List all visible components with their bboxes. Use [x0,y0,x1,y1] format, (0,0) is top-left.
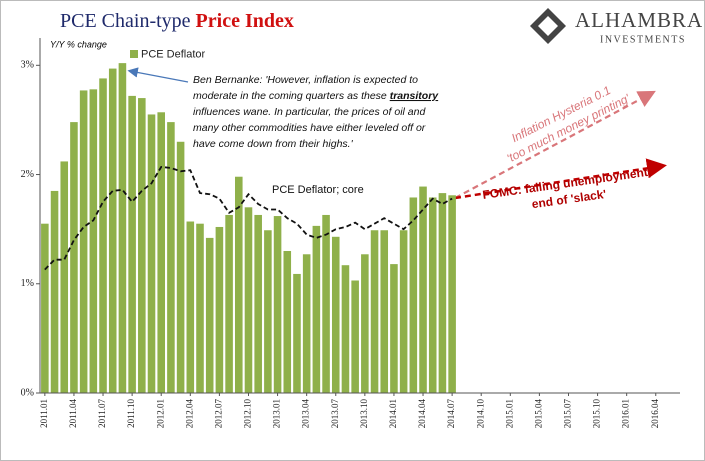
bar [244,207,253,393]
quote-line: influences wane. In particular, the pric… [193,106,426,118]
quote-part: Ben Bernanke: 'However, inflation is exp… [193,74,418,86]
bar [293,273,301,393]
hysteria-note: Inflation Hysteria 0.1 'too much money p… [504,83,632,165]
bar [438,193,447,393]
y-tick-label: 3% [21,60,34,71]
y-tick-label: 1% [21,278,34,289]
bar [225,214,233,393]
x-tick-label: 2011.10 [126,399,136,428]
bar [108,68,117,393]
bar [176,141,185,393]
bernanke-quote: Ben Bernanke: 'However, inflation is exp… [193,74,439,150]
bar [273,216,282,393]
bar [370,230,379,393]
y-tick-label: 2% [21,169,34,180]
x-tick-label: 2015.04 [533,399,543,429]
bar [428,197,437,393]
legend-label: PCE Deflator [141,48,206,60]
bar [205,237,214,393]
quote-line: moderate in the coming quarters as these… [193,90,439,102]
x-tick-label: 2011.04 [68,399,78,428]
quote-part: many other commodities have either level… [193,122,426,134]
bar [331,236,340,393]
bar [89,89,98,393]
bar [312,225,321,393]
fomc-note: FOMC: falling unemployment, end of 'slac… [482,164,652,211]
x-tick-label: 2011.01 [39,399,49,428]
bar [351,280,359,393]
bar [99,78,107,394]
x-tick-label: 2013.04 [301,399,311,429]
quote-part: moderate in the coming quarters as these [193,90,390,102]
legend-swatch [130,50,138,58]
bar [138,98,146,394]
chart-title: PCE Chain-type Price Index [60,10,294,32]
bar [235,176,243,393]
bar [128,95,136,394]
bar [448,195,456,393]
bar [157,112,165,394]
bar [380,230,389,393]
bar [399,230,408,393]
bar [50,190,59,393]
bar [254,214,262,393]
core-line [44,165,453,271]
bar [283,251,292,393]
quote-line: many other commodities have either level… [193,122,426,134]
x-tick-label: 2012.10 [243,399,253,429]
bar [409,197,418,393]
title-part: PCE Chain-type [60,10,196,32]
bar [79,90,88,393]
x-tick-label: 2014.04 [417,399,427,429]
bar [302,254,311,393]
bar [215,226,224,393]
x-tick-label: 2013.01 [272,399,282,428]
x-tick-label: 2014.10 [475,399,485,429]
x-tick-label: 2016.04 [650,399,660,429]
x-tick-label: 2014.01 [388,399,398,428]
bar [60,161,69,393]
fomc-arrow [454,158,667,200]
x-tick-label: 2014.07 [446,399,456,429]
title-part: Price Index [196,10,294,32]
x-tick-label: 2015.10 [592,399,602,429]
bar [361,254,369,393]
quote-arrow [127,67,189,83]
quote-line: Ben Bernanke: 'However, inflation is exp… [193,74,418,86]
quote-part: have come down from their highs.' [193,138,354,150]
logo-mark [530,8,566,44]
bar [41,223,49,393]
quote-line: have come down from their highs.' [193,138,354,150]
x-tick-label: 2012.07 [213,399,223,429]
hysteria-arrow [454,90,656,199]
bar [147,114,156,393]
logo-sub: INVESTMENTS [600,34,686,45]
x-tick-label: 2016.01 [621,399,631,428]
bar [264,230,272,393]
bar [419,186,427,393]
bar [196,223,204,393]
x-tick-label: 2012.04 [184,399,194,429]
bar [70,122,78,393]
quote-part: influences wane. In particular, the pric… [193,106,426,118]
x-tick-label: 2011.07 [97,399,107,428]
plot [41,63,456,394]
logo-text: ALHAMBRA [575,8,703,32]
bar [341,265,350,393]
bar [390,264,398,393]
bar [322,214,330,393]
y-tick-label: 0% [21,387,34,398]
quote-part: transitory [390,90,440,102]
x-tick-label: 2012.01 [155,399,165,428]
line-label: PCE Deflator; core [272,184,364,196]
bar [167,122,175,393]
y-axis-label: Y/Y % change [50,39,107,49]
x-tick-label: 2013.07 [330,399,340,429]
bar [186,221,195,393]
bar [118,63,127,393]
x-tick-label: 2015.07 [563,399,573,429]
x-tick-label: 2015.01 [504,399,514,428]
x-tick-label: 2013.10 [359,399,369,429]
